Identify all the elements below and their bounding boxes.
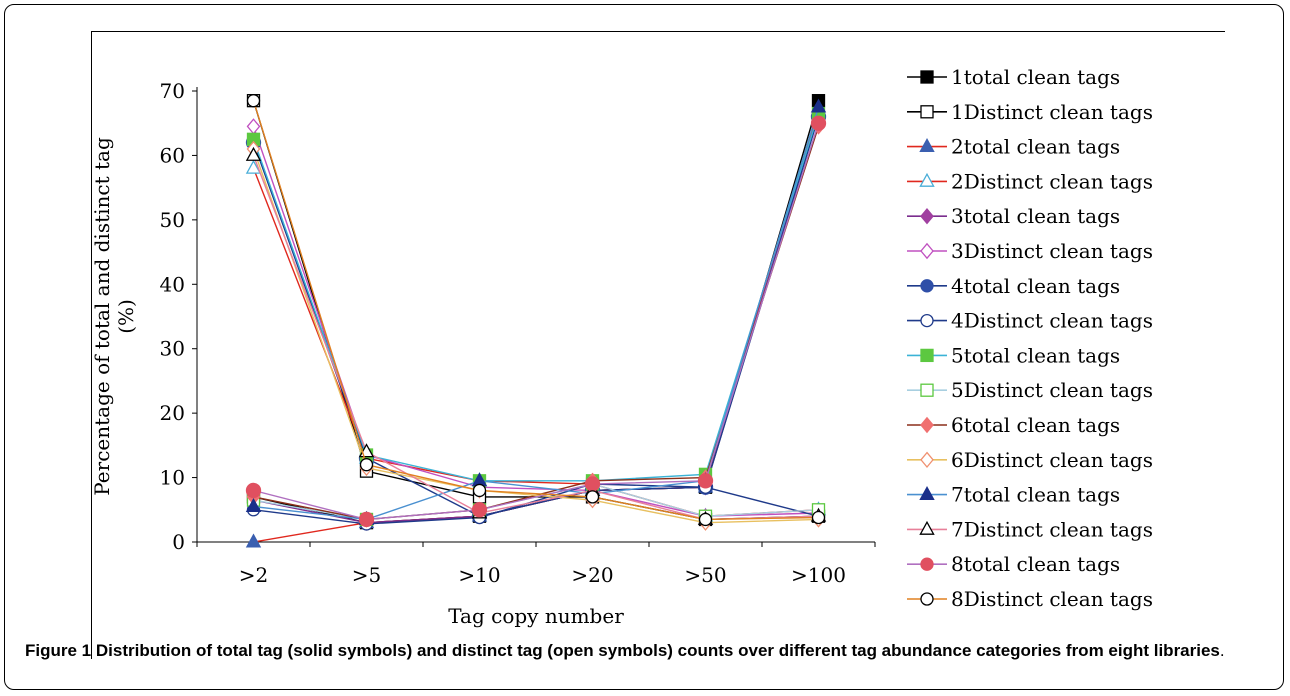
legend-marker-12 bbox=[920, 451, 934, 469]
figure-caption-end: . bbox=[1219, 641, 1225, 660]
data-point-s15-2 bbox=[358, 511, 375, 528]
legend-marker-14 bbox=[919, 520, 935, 535]
y-tick-label: 0 bbox=[172, 530, 185, 554]
x-tick-label: >50 bbox=[684, 563, 726, 587]
series-line-12 bbox=[252, 148, 819, 524]
chart-area-frame bbox=[91, 31, 1225, 659]
legend-marker-10 bbox=[920, 383, 934, 397]
series-line-8 bbox=[253, 483, 819, 525]
x-tick-label: >5 bbox=[352, 563, 381, 587]
legend-label-10: 5Distinct clean tags bbox=[951, 378, 1153, 402]
x-axis-title: Tag copy number bbox=[448, 604, 624, 628]
series-line-2 bbox=[252, 100, 819, 521]
x-tick-label: >20 bbox=[571, 563, 613, 587]
legend-label-2: 1Distinct clean tags bbox=[951, 100, 1153, 124]
series-line-16 bbox=[252, 100, 819, 521]
y-tick-label: 50 bbox=[160, 208, 185, 232]
legend-marker-8 bbox=[920, 313, 934, 328]
legend-label-13: 7total clean tags bbox=[951, 483, 1120, 507]
legend-label-8: 4Distinct clean tags bbox=[951, 309, 1153, 333]
legend-marker-9 bbox=[920, 348, 934, 363]
y-tick-label: 40 bbox=[160, 272, 185, 296]
data-point-s16-5 bbox=[698, 512, 713, 527]
data-point-s6-1 bbox=[246, 118, 261, 135]
legend-marker-15 bbox=[920, 557, 934, 571]
y-tick-label: 30 bbox=[160, 337, 185, 361]
legend-marker-6 bbox=[920, 242, 934, 260]
series-line-1 bbox=[253, 100, 820, 524]
x-tick-label: >10 bbox=[458, 563, 500, 587]
legend-marker-13 bbox=[919, 486, 935, 501]
data-point-s14-1 bbox=[245, 146, 262, 161]
data-point-s3-1 bbox=[245, 533, 262, 548]
legend-label-7: 4total clean tags bbox=[951, 274, 1120, 298]
x-tick-label: >2 bbox=[239, 563, 268, 587]
line-chart: 0 10 20 30 40 50 60 70 >2 >5 >10 >20 >50 >100 Tag copy… bbox=[90, 65, 1153, 628]
legend-marker-7 bbox=[920, 279, 934, 293]
legend-label-6: 3Distinct clean tags bbox=[951, 239, 1153, 263]
legend-label-4: 2Distinct clean tags bbox=[951, 169, 1153, 193]
data-point-s16-1 bbox=[246, 94, 261, 108]
x-tick-label: >100 bbox=[791, 563, 846, 587]
legend-label-3: 2total clean tags bbox=[951, 135, 1120, 159]
figure-caption-label: Figure 1 bbox=[25, 641, 92, 660]
data-point-s13-6 bbox=[810, 98, 827, 113]
legend-label-5: 3total clean tags bbox=[951, 204, 1120, 228]
legend-marker-11 bbox=[920, 416, 934, 434]
legend-marker-4 bbox=[919, 172, 935, 187]
series-line-15 bbox=[253, 123, 820, 521]
y-axis-title: Percentage of total and distinct tag(%) bbox=[90, 137, 138, 496]
legend-marker-3 bbox=[919, 138, 935, 153]
y-axis-title-unit: (%) bbox=[114, 299, 138, 334]
legend-label-16: 8Distinct clean tags bbox=[951, 587, 1153, 611]
y-tick-label: 70 bbox=[160, 79, 185, 103]
series-line-3 bbox=[253, 110, 820, 543]
y-tick-label: 60 bbox=[160, 143, 185, 167]
data-point-s15-1 bbox=[245, 482, 262, 499]
legend-label-12: 6Distinct clean tags bbox=[951, 448, 1153, 472]
series-line-11 bbox=[253, 126, 820, 521]
data-point-s15-3 bbox=[471, 502, 488, 518]
data-point-s16-4 bbox=[585, 490, 600, 504]
data-point-s16-3 bbox=[472, 483, 487, 498]
series-line-14 bbox=[252, 155, 819, 521]
figure-caption: Figure 1 Distribution of total tag (soli… bbox=[25, 639, 1275, 663]
data-point-s4-1 bbox=[245, 159, 262, 174]
series-line-4 bbox=[252, 168, 819, 517]
data-point-s13-1 bbox=[245, 498, 262, 513]
figure-caption-text: Distribution of total tag (solid symbols… bbox=[95, 641, 1220, 660]
series-line-13 bbox=[253, 106, 820, 521]
legend-label-1: 1total clean tags bbox=[951, 65, 1120, 89]
data-point-s15-6 bbox=[810, 115, 827, 131]
data-point-s15-5 bbox=[697, 473, 714, 489]
legend-label-14: 7Distinct clean tags bbox=[951, 517, 1153, 541]
legend-marker-2 bbox=[920, 105, 934, 119]
series-line-5 bbox=[253, 113, 820, 524]
series-line-9 bbox=[252, 113, 820, 482]
data-point-s16-6 bbox=[811, 510, 826, 525]
series-line-7 bbox=[252, 116, 820, 517]
y-tick-label: 10 bbox=[160, 466, 185, 490]
data-point-s16-2 bbox=[359, 458, 374, 472]
y-axis-title-line: Percentage of total and distinct tag bbox=[90, 137, 114, 496]
legend-marker-5 bbox=[920, 207, 934, 225]
data-point-s15-4 bbox=[584, 476, 601, 492]
figure-frame: 0 10 20 30 40 50 60 70 >2 >5 >10 >20 >50 >100 Tag copy… bbox=[4, 4, 1284, 690]
legend-marker-1 bbox=[920, 70, 934, 84]
legend-label-9: 5total clean tags bbox=[951, 343, 1120, 367]
series-line-6 bbox=[252, 126, 819, 517]
legend-label-15: 8total clean tags bbox=[951, 552, 1120, 576]
legend-label-11: 6total clean tags bbox=[951, 413, 1120, 437]
legend-marker-16 bbox=[920, 592, 934, 606]
y-tick-label: 20 bbox=[160, 401, 185, 425]
